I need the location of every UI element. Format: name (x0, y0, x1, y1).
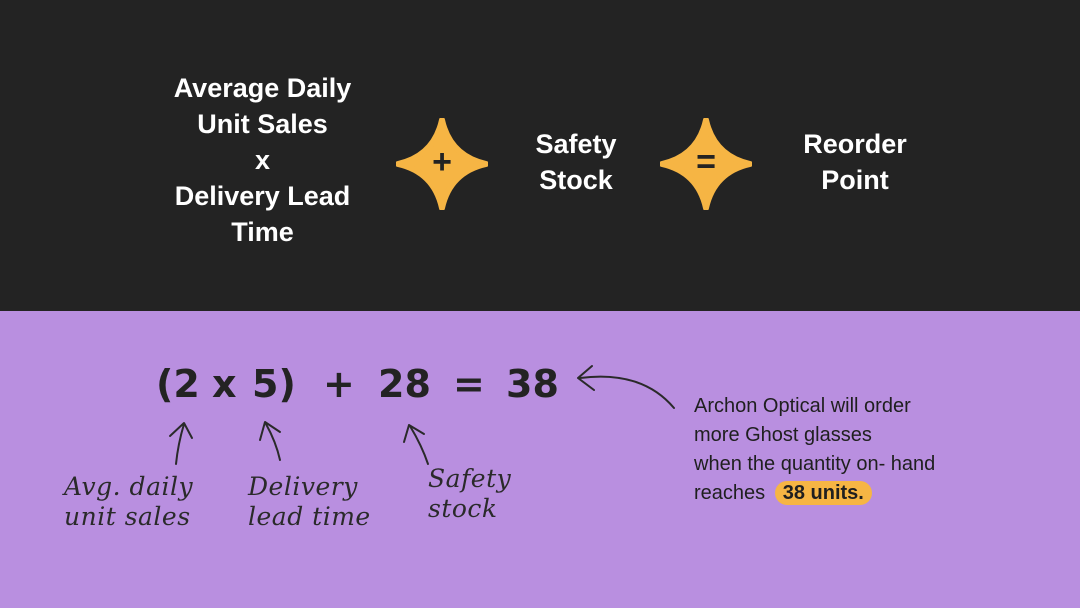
formula-result-reorder-point: Reorder Point (803, 129, 907, 195)
arrow-icon (577, 365, 675, 409)
reorder-explanation: Archon Optical will order more Ghost gla… (694, 392, 1064, 508)
annotation-delivery-lead-time: Delivery lead time (248, 472, 371, 531)
example-safety-stock-value: 28 (378, 362, 431, 406)
highlight-badge: 38 units. (774, 481, 872, 505)
formula-panel (0, 0, 1080, 311)
example-equals-sign: = (453, 362, 485, 406)
example-panel (0, 311, 1080, 608)
note-line: more Ghost glasses (694, 424, 872, 446)
plus-star-icon (396, 118, 488, 210)
annotation-avg-daily-unit-sales: Avg. daily unit sales (64, 472, 194, 531)
plus-icon: + (432, 143, 452, 181)
note-line: Archon Optical will order (694, 395, 911, 417)
annotation-safety-stock: Safety stock (428, 464, 512, 523)
example-daily-sales-value: (2 (156, 362, 200, 406)
example-result-value: 38 (506, 362, 559, 406)
arrow-icon (403, 424, 429, 465)
formula-term-safety-stock: Safety Stock (535, 129, 617, 195)
note-line: reaches 38 units. (694, 479, 1064, 508)
arrow-icon (169, 422, 193, 465)
example-times-sign: x (212, 362, 237, 406)
formula-term-average-daily-sales-times-lead-time: Average Daily Unit Sales x Delivery Lead… (173, 73, 352, 247)
arrow-icon (259, 421, 281, 461)
example-plus-sign: + (323, 362, 355, 406)
example-lead-time-value: 5) (252, 362, 296, 406)
note-reaches-text: reaches (694, 482, 766, 504)
note-line: when the quantity on- hand (694, 453, 936, 475)
equals-star-icon (660, 118, 752, 210)
equals-icon: = (696, 143, 716, 181)
